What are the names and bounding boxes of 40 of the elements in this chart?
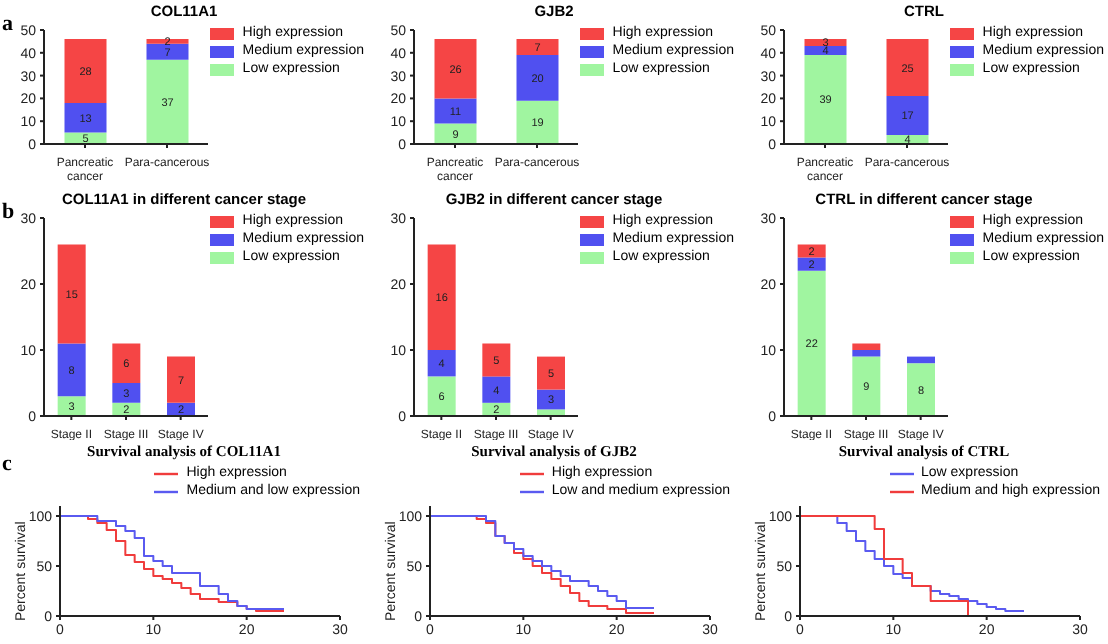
bar [537, 389, 565, 410]
bar [427, 376, 456, 416]
bar [852, 350, 881, 357]
bar [516, 39, 559, 56]
bar [112, 343, 141, 383]
bar [434, 39, 477, 99]
bar [64, 102, 107, 133]
bar [427, 350, 456, 377]
bar [907, 356, 935, 364]
bar [804, 45, 847, 56]
bar [852, 356, 881, 416]
bar [804, 55, 847, 144]
text: b [2, 200, 15, 224]
bar [797, 270, 826, 416]
bar [797, 244, 826, 258]
bar [516, 55, 559, 101]
bar [434, 98, 477, 124]
bar [427, 244, 456, 350]
bar [482, 343, 511, 377]
text: c [2, 452, 12, 476]
bar [537, 356, 565, 390]
bar [482, 376, 511, 403]
bar [434, 123, 477, 144]
bar [516, 100, 559, 144]
bar [57, 396, 86, 416]
bar [57, 343, 86, 397]
text: a [2, 12, 13, 36]
bar [907, 363, 935, 416]
bar [146, 59, 189, 144]
bar [57, 244, 86, 344]
bar [146, 43, 189, 60]
bar [886, 39, 929, 97]
bar [167, 356, 195, 403]
bar [804, 39, 847, 46]
bar [537, 409, 565, 416]
bar [852, 343, 881, 350]
bar [64, 39, 107, 103]
bar [112, 383, 141, 403]
bar [797, 257, 826, 271]
bar [886, 96, 929, 135]
